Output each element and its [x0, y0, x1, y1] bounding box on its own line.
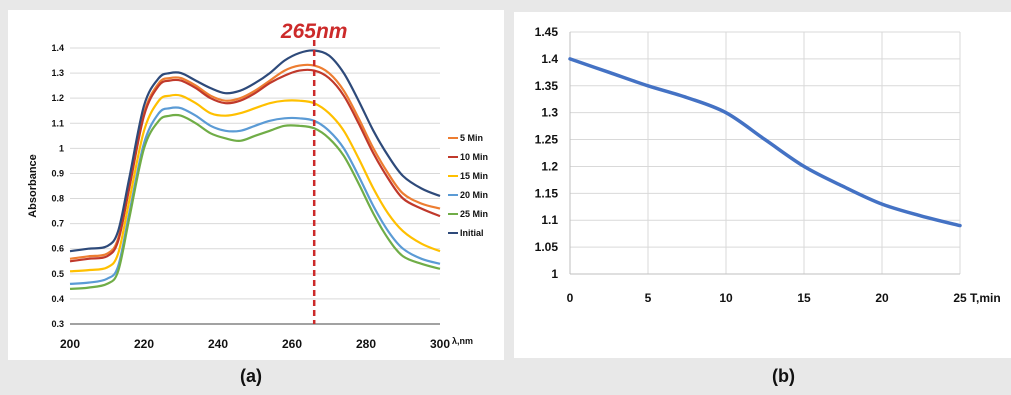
y-tick-label: 0.8	[51, 194, 64, 204]
legend-label: 10 Min	[460, 152, 488, 162]
legend-label: Initial	[460, 228, 484, 238]
y-tick-label: 0.5	[51, 269, 64, 279]
y-tick-label: 1.2	[51, 93, 64, 103]
x-tick-label: 15	[797, 291, 811, 305]
series-line-15-min	[69, 93, 441, 273]
chart-panel-b: 1 1.05 1.1 1.15 1.2 1.25 1.3 1.35 1.4 1.45 0 5 10 15 2…	[514, 12, 1011, 358]
x-tick-label: 260	[282, 337, 302, 351]
peak-annotation-label: 265nm	[280, 20, 348, 43]
y-tick-label: 1.25	[535, 133, 559, 147]
x-tick-label: 20	[875, 291, 889, 305]
chart-panel-a: 0.3 0.4 0.5 0.6 0.7 0.8 0.9 1 1.1 1.2 1.3 1.4 200 220…	[8, 10, 504, 360]
absorbance-time-chart: 1 1.05 1.1 1.15 1.2 1.25 1.3 1.35 1.4 1.45 0 5 10 15 2…	[535, 25, 1001, 305]
y-tick-label: 1.1	[51, 118, 64, 128]
x-tick-label: 25	[953, 291, 967, 305]
panel-label-b: (b)	[772, 366, 795, 386]
x-tick-label: 220	[134, 337, 154, 351]
y-tick-label: 1.3	[541, 106, 558, 120]
x-axis-label: λ,nm	[452, 336, 473, 346]
series-line	[568, 57, 962, 228]
y-tick-label: 1.45	[535, 25, 559, 39]
y-tick-label: 1	[59, 143, 64, 153]
y-tick-label: 1.35	[535, 79, 559, 93]
x-tick-label: 300	[430, 337, 450, 351]
y-tick-label: 1.4	[541, 52, 558, 66]
legend-label: 15 Min	[460, 171, 488, 181]
series-line-25-min	[69, 113, 441, 290]
y-tick-label: 1.15	[535, 186, 559, 200]
series-line-10-min	[69, 68, 441, 263]
y-tick-label: 1.4	[51, 43, 64, 53]
x-tick-label: 240	[208, 337, 228, 351]
x-tick-label: 200	[60, 337, 80, 351]
y-tick-label: 0.7	[51, 219, 64, 229]
panel-label-a: (a)	[240, 366, 262, 386]
x-tick-label: 10	[719, 291, 733, 305]
x-tick-label: 0	[567, 291, 574, 305]
absorbance-chart: 0.3 0.4 0.5 0.6 0.7 0.8 0.9 1 1.1 1.2 1.3 1.4 200 220…	[27, 20, 488, 351]
y-tick-label: 1	[551, 267, 558, 281]
y-axis-label: Absorbance	[27, 154, 39, 218]
legend-label: 5 Min	[460, 133, 483, 143]
legend-label: 20 Min	[460, 190, 488, 200]
y-tick-label: 1.3	[51, 68, 64, 78]
x-tick-label: 280	[356, 337, 376, 351]
series-line-initial	[69, 49, 441, 253]
x-axis-label: T,min	[970, 291, 1001, 305]
y-tick-label: 0.6	[51, 244, 64, 254]
x-tick-label: 5	[645, 291, 652, 305]
y-tick-label: 0.9	[51, 168, 64, 178]
y-tick-label: 1.2	[541, 159, 558, 173]
y-tick-label: 1.1	[541, 213, 558, 227]
y-tick-label: 0.4	[51, 294, 64, 304]
y-tick-label: 0.3	[51, 319, 64, 329]
legend-label: 25 Min	[460, 209, 488, 219]
y-tick-label: 1.05	[535, 240, 559, 254]
